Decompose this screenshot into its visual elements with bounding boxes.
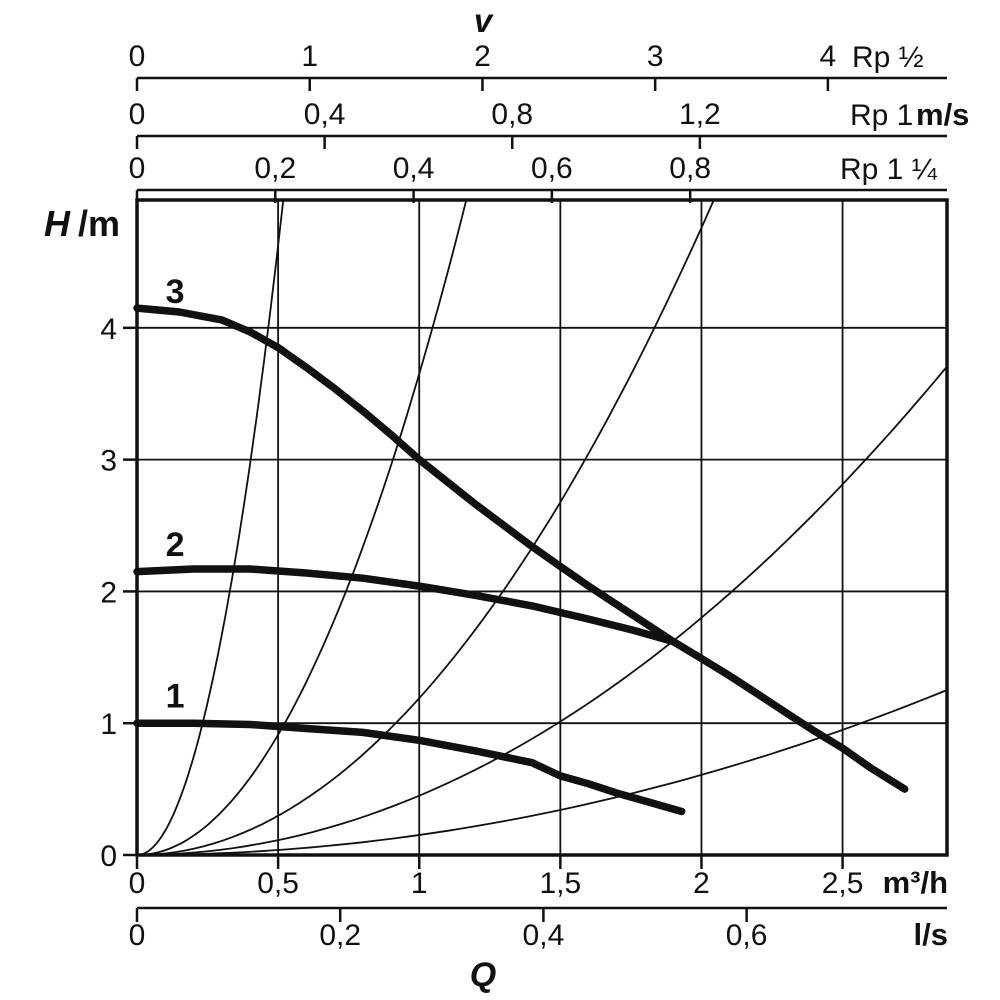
plot-border [135,198,949,857]
top-axis-tick-label: 0,8 [669,152,711,185]
y-tick-label: 1 [100,708,117,741]
top-axis-tick-label: 2 [474,40,491,73]
pump-curve-label-3: 3 [166,273,185,311]
x-tick-label: 2 [693,867,710,900]
top-axis-tick-label: 0 [129,152,146,185]
top-axis-tick-label: 0 [129,40,146,73]
pump-curve-2 [133,565,677,646]
y-tick-label: 0 [100,840,117,873]
system-curve [136,199,285,856]
top-axis-name-rp-1: Rp 1 [850,99,913,132]
x-axis-unit-ls: l/s [914,917,948,952]
x-axis-title-q: Q [470,956,496,994]
top-axis-tick-label: 3 [647,40,664,73]
top-axis-name-rp-half: Rp ½ [852,41,924,74]
ls-tick-label: 0,4 [523,919,565,952]
x-tick-label: 1 [411,867,428,900]
velocity-axis-title: v [474,2,494,39]
x-tick-label: 2,5 [822,867,864,900]
system-curve [136,365,948,856]
top-axis-tick-label: 1,2 [679,98,721,131]
y-axis-title-h: H [44,203,71,244]
y-tick-label: 2 [100,576,117,609]
top-axis-name-rp-1-quarter: Rp 1 ¼ [840,153,938,186]
system-curve [136,199,468,856]
pump-curve-1 [133,719,686,816]
pump-curve-3 [133,304,909,793]
top-axis-tick-label: 0,4 [304,98,346,131]
ls-tick-label: 0,6 [726,919,768,952]
top-axis-tick-label: 0 [129,98,146,131]
top-axis-tick-label: 0,6 [531,152,573,185]
system-curve [136,199,715,856]
top-axis-tick-label: 1 [301,40,318,73]
y-axis-title-unit: /m [78,203,120,244]
top-axis-tick-label: 0,4 [393,152,435,185]
top-axis-tick-label: 0,2 [254,152,296,185]
y-tick-label: 4 [100,313,117,346]
x-tick-label: 1,5 [539,867,581,900]
top-axis-tick-label: 0,8 [491,98,533,131]
ls-tick-label: 0,2 [319,919,361,952]
x-tick-label: 0 [129,867,146,900]
velocity-unit-label: m/s [916,97,969,132]
y-tick-label: 3 [100,445,117,478]
x-tick-label: 0,5 [257,867,299,900]
system-curve [137,689,948,856]
pump-curve-label-2: 2 [166,526,185,564]
top-axis-tick-label: 4 [820,40,837,73]
pump-curve-label-1: 1 [166,677,185,715]
x-axis-unit-m3h: m³/h [883,865,948,900]
ls-tick-label: 0 [129,919,146,952]
